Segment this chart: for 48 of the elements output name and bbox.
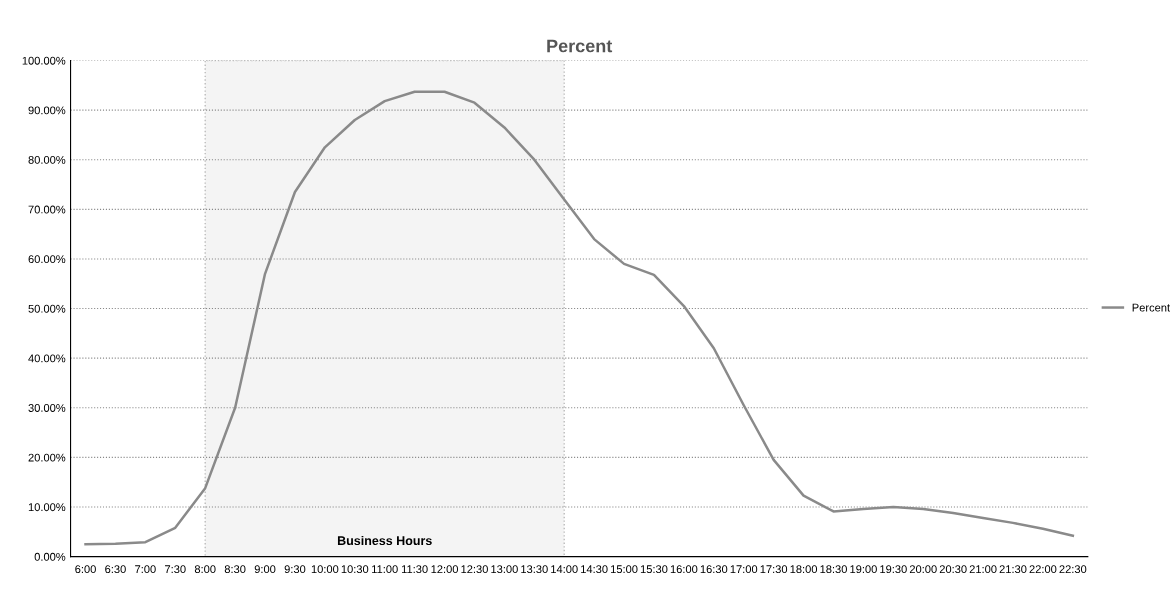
x-tick-label: 8:30 bbox=[224, 565, 246, 574]
x-tick-label: 18:00 bbox=[790, 565, 818, 574]
x-tick-label: 16:30 bbox=[700, 565, 728, 574]
x-tick-label: 22:00 bbox=[1029, 565, 1057, 574]
x-tick-label: 19:00 bbox=[850, 565, 877, 574]
y-tick-label: 100.00% bbox=[22, 56, 66, 65]
x-tick-label: 20:30 bbox=[939, 565, 967, 574]
x-tick-label: 11:30 bbox=[401, 565, 428, 574]
x-tick-label: 12:00 bbox=[431, 565, 459, 574]
y-tick-label: 10.00% bbox=[28, 503, 66, 512]
y-tick-label: 70.00% bbox=[28, 205, 66, 214]
y-tick-label: 80.00% bbox=[28, 155, 66, 164]
x-tick-label: 15:30 bbox=[640, 565, 668, 574]
x-tick-label: 15:00 bbox=[611, 565, 638, 574]
x-tick-label: 17:00 bbox=[730, 565, 758, 574]
x-tick-label: 8:00 bbox=[194, 565, 216, 574]
x-tick-label: 22:30 bbox=[1059, 565, 1087, 574]
x-tick-label: 10:00 bbox=[311, 565, 339, 574]
x-tick-label: 13:00 bbox=[491, 565, 518, 574]
x-tick-label: 21:30 bbox=[999, 565, 1027, 574]
x-tick-label: 10:30 bbox=[341, 565, 369, 574]
legend-label: Percent bbox=[1132, 303, 1170, 312]
x-tick-label: 7:30 bbox=[165, 565, 186, 574]
x-tick-label: 16:00 bbox=[670, 565, 698, 574]
x-tick-label: 21:00 bbox=[969, 565, 997, 574]
x-tick-label: 11:00 bbox=[372, 565, 398, 574]
band-label: Business Hours bbox=[337, 535, 432, 546]
y-tick-label: 40.00% bbox=[28, 354, 66, 363]
y-tick-label: 90.00% bbox=[28, 106, 66, 115]
y-tick-label: 0.00% bbox=[34, 552, 66, 561]
x-tick-label: 9:30 bbox=[284, 565, 306, 574]
y-tick-label: 30.00% bbox=[28, 404, 66, 412]
chart-title: Percent bbox=[547, 39, 613, 53]
y-tick-label: 50.00% bbox=[28, 304, 66, 313]
x-tick-label: 20:00 bbox=[909, 565, 937, 574]
x-tick-label: 14:00 bbox=[551, 565, 578, 574]
x-tick-label: 7:00 bbox=[135, 565, 156, 574]
x-tick-label: 6:30 bbox=[105, 565, 126, 574]
y-tick-label: 60.00% bbox=[28, 255, 66, 264]
x-tick-label: 9:00 bbox=[254, 565, 276, 574]
x-tick-label: 17:30 bbox=[760, 565, 788, 574]
x-tick-label: 6:00 bbox=[75, 565, 96, 574]
x-tick-label: 18:30 bbox=[820, 565, 847, 574]
x-tick-label: 12:30 bbox=[461, 565, 488, 574]
x-tick-label: 14:30 bbox=[581, 565, 608, 574]
x-tick-label: 19:30 bbox=[880, 565, 907, 574]
y-tick-label: 20.00% bbox=[28, 453, 66, 462]
x-tick-label: 13:30 bbox=[521, 565, 548, 574]
